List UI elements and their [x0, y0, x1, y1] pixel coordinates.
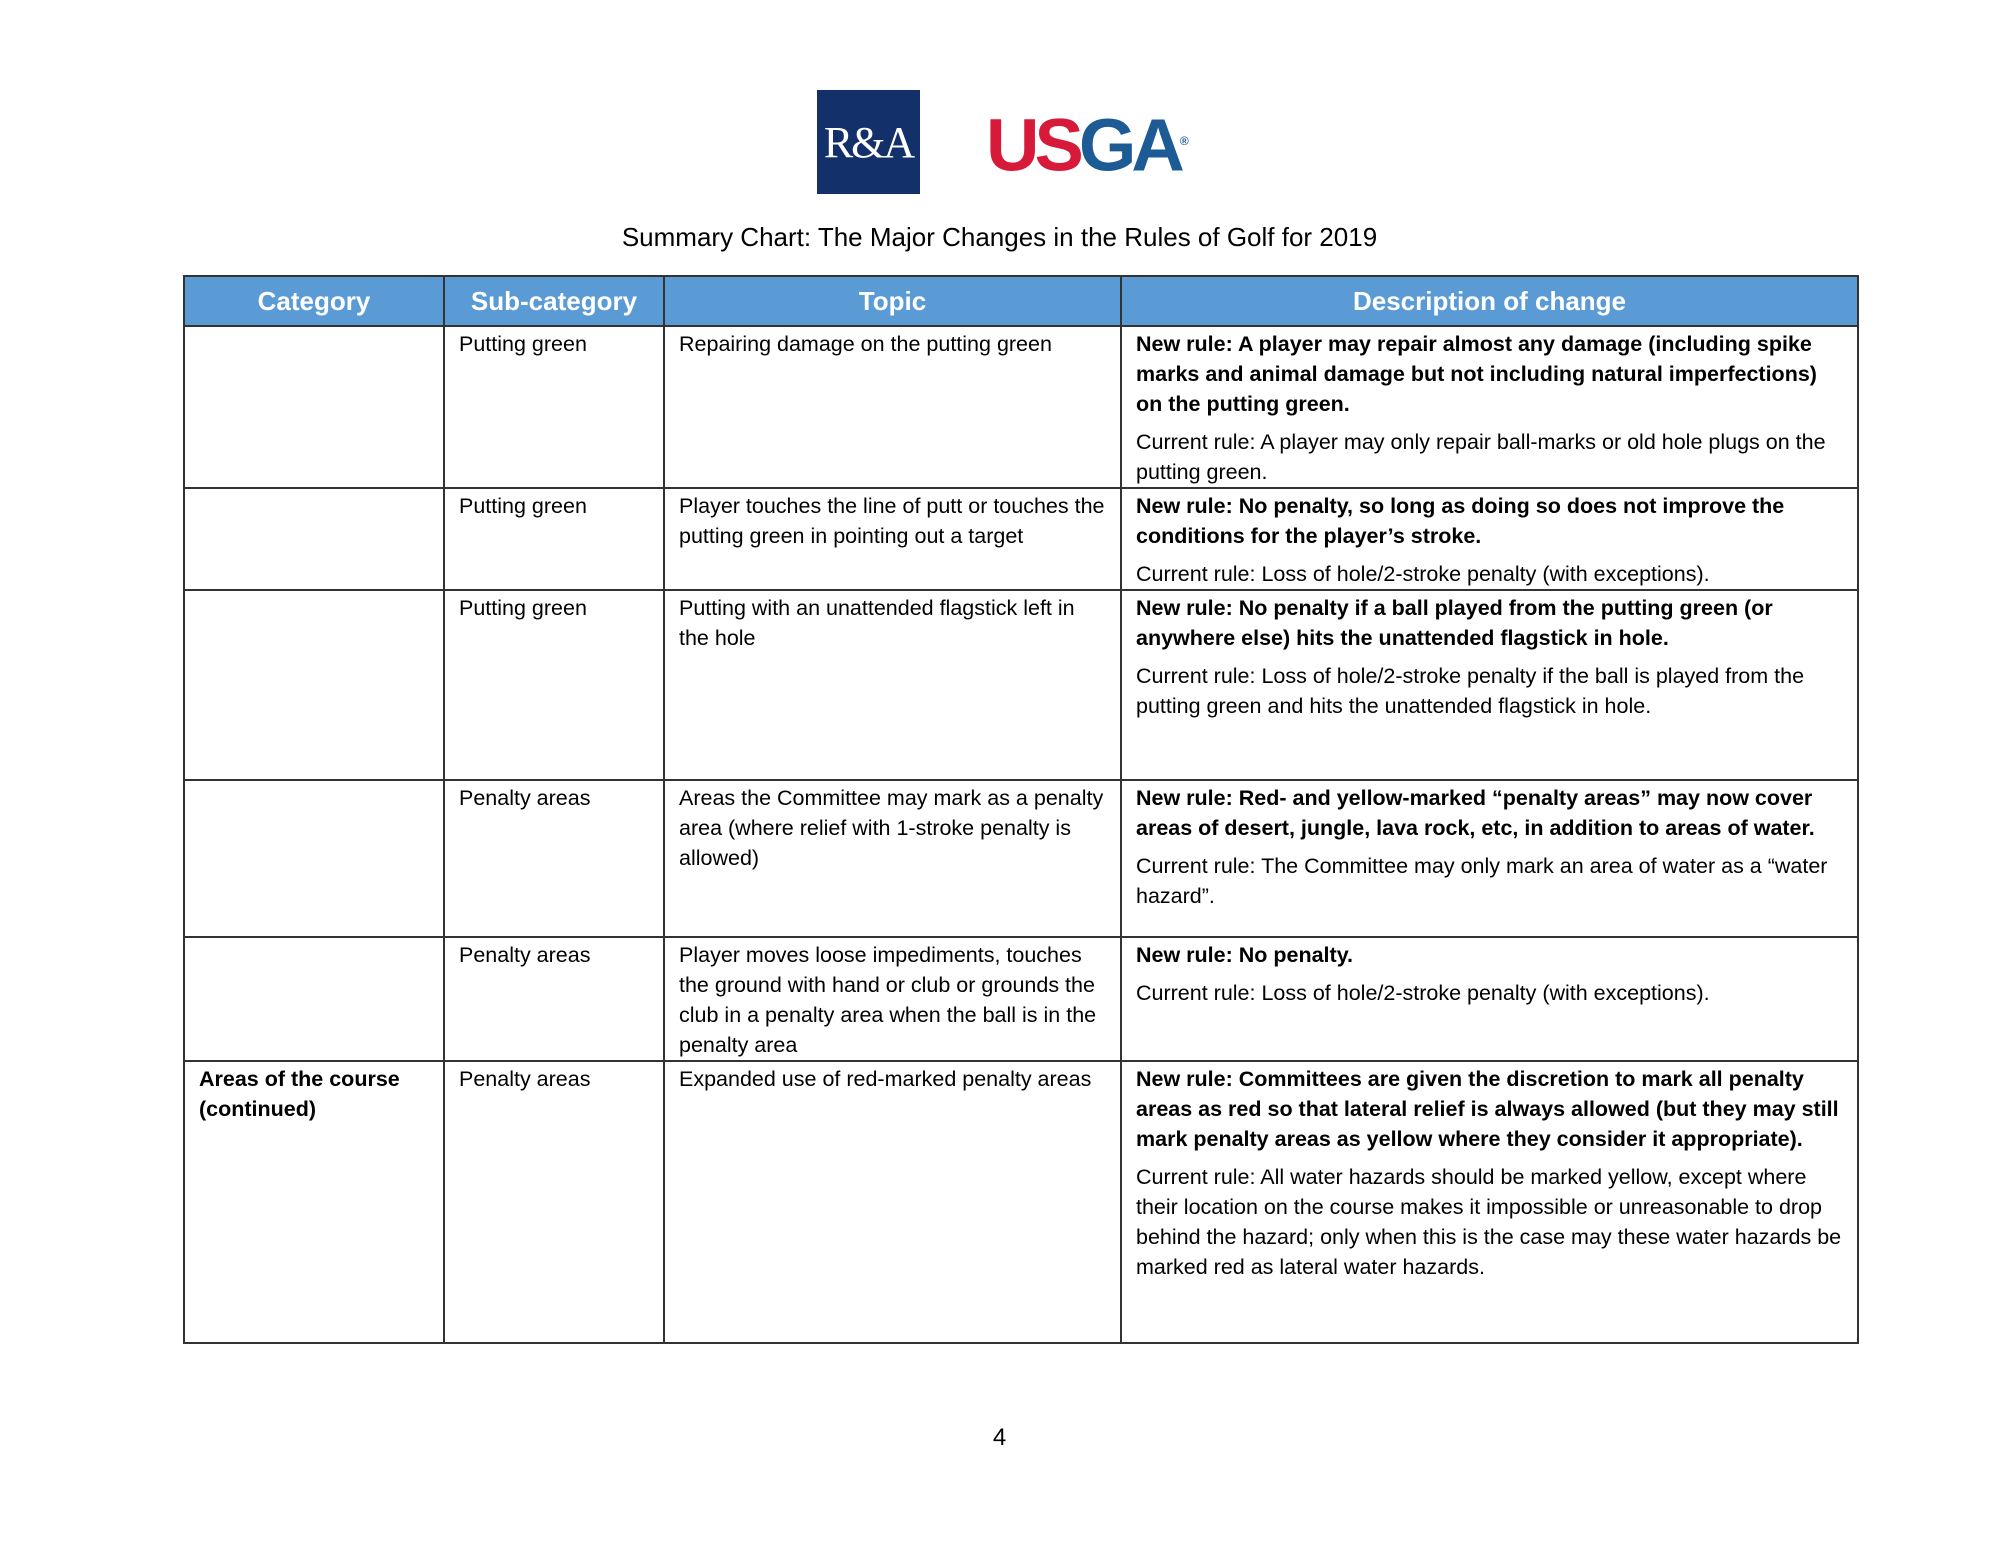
new-rule-text: New rule: A player may repair almost any… — [1136, 332, 1817, 416]
subcategory-cell: Putting green — [443, 487, 665, 591]
table-row: Putting green Putting with an unattended … — [183, 589, 1859, 781]
category-cell — [183, 936, 445, 1062]
topic-cell: Repairing damage on the putting green — [663, 325, 1122, 489]
subcategory-cell: Penalty areas — [443, 779, 665, 938]
current-rule-text: Current rule: Loss of hole/2-stroke pena… — [1136, 981, 1710, 1005]
category-cell — [183, 589, 445, 781]
table-row: Putting green Repairing damage on the put… — [183, 325, 1859, 489]
topic-cell: Areas the Committee may mark as a penalt… — [663, 779, 1122, 938]
ra-logo: R&A — [817, 90, 920, 194]
description-cell: New rule: No penalty if a ball played fr… — [1120, 589, 1859, 781]
topic-cell: Player touches the line of putt or touch… — [663, 487, 1122, 591]
subcategory-cell: Putting green — [443, 589, 665, 781]
description-cell: New rule: Red- and yellow-marked “penalt… — [1120, 779, 1859, 938]
subcategory-cell: Penalty areas — [443, 936, 665, 1062]
category-cell — [183, 487, 445, 591]
description-cell: New rule: A player may repair almost any… — [1120, 325, 1859, 489]
new-rule-text: New rule: No penalty, so long as doing s… — [1136, 494, 1785, 548]
new-rule-text: New rule: No penalty. — [1136, 943, 1354, 967]
current-rule-text: Current rule: The Committee may only mar… — [1136, 854, 1828, 908]
topic-cell: Player moves loose impediments, touches … — [663, 936, 1122, 1062]
description-cell: New rule: No penalty. Current rule: Loss … — [1120, 936, 1859, 1062]
current-rule-text: Current rule: All water hazards should b… — [1136, 1165, 1842, 1279]
header-topic: Topic — [663, 275, 1122, 327]
category-cell — [183, 325, 445, 489]
topic-cell: Expanded use of red-marked penalty areas — [663, 1060, 1122, 1344]
page-number: 4 — [992, 1424, 1007, 1451]
current-rule-text: Current rule: A player may only repair b… — [1136, 430, 1826, 484]
category-cell — [183, 779, 445, 938]
new-rule-text: New rule: Red- and yellow-marked “penalt… — [1136, 786, 1815, 840]
description-cell: New rule: Committees are given the discr… — [1120, 1060, 1859, 1344]
subcategory-cell: Penalty areas — [443, 1060, 665, 1344]
table-header-row: Category Sub-category Topic Description … — [183, 275, 1859, 327]
table-row: Areas of the course (continued) Penalty a… — [183, 1060, 1859, 1344]
new-rule-text: New rule: Committees are given the discr… — [1136, 1067, 1839, 1151]
current-rule-text: Current rule: Loss of hole/2-stroke pena… — [1136, 562, 1710, 586]
rules-changes-table: Category Sub-category Topic Description … — [183, 275, 1859, 1344]
page-title: Summary Chart: The Major Changes in the … — [621, 222, 1378, 252]
header-description: Description of change — [1120, 275, 1859, 327]
usga-logo: USGA® — [986, 103, 1189, 187]
current-rule-text: Current rule: Loss of hole/2-stroke pena… — [1136, 664, 1805, 718]
header-category: Category — [183, 275, 445, 327]
header-subcategory: Sub-category — [443, 275, 665, 327]
description-cell: New rule: No penalty, so long as doing s… — [1120, 487, 1859, 591]
table-row: Penalty areas Player moves loose impedime… — [183, 936, 1859, 1062]
subcategory-cell: Putting green — [443, 325, 665, 489]
table-row: Penalty areas Areas the Committee may mar… — [183, 779, 1859, 938]
category-cell: Areas of the course (continued) — [183, 1060, 445, 1344]
table-row: Putting green Player touches the line of … — [183, 487, 1859, 591]
new-rule-text: New rule: No penalty if a ball played fr… — [1136, 596, 1773, 650]
topic-cell: Putting with an unattended flagstick lef… — [663, 589, 1122, 781]
